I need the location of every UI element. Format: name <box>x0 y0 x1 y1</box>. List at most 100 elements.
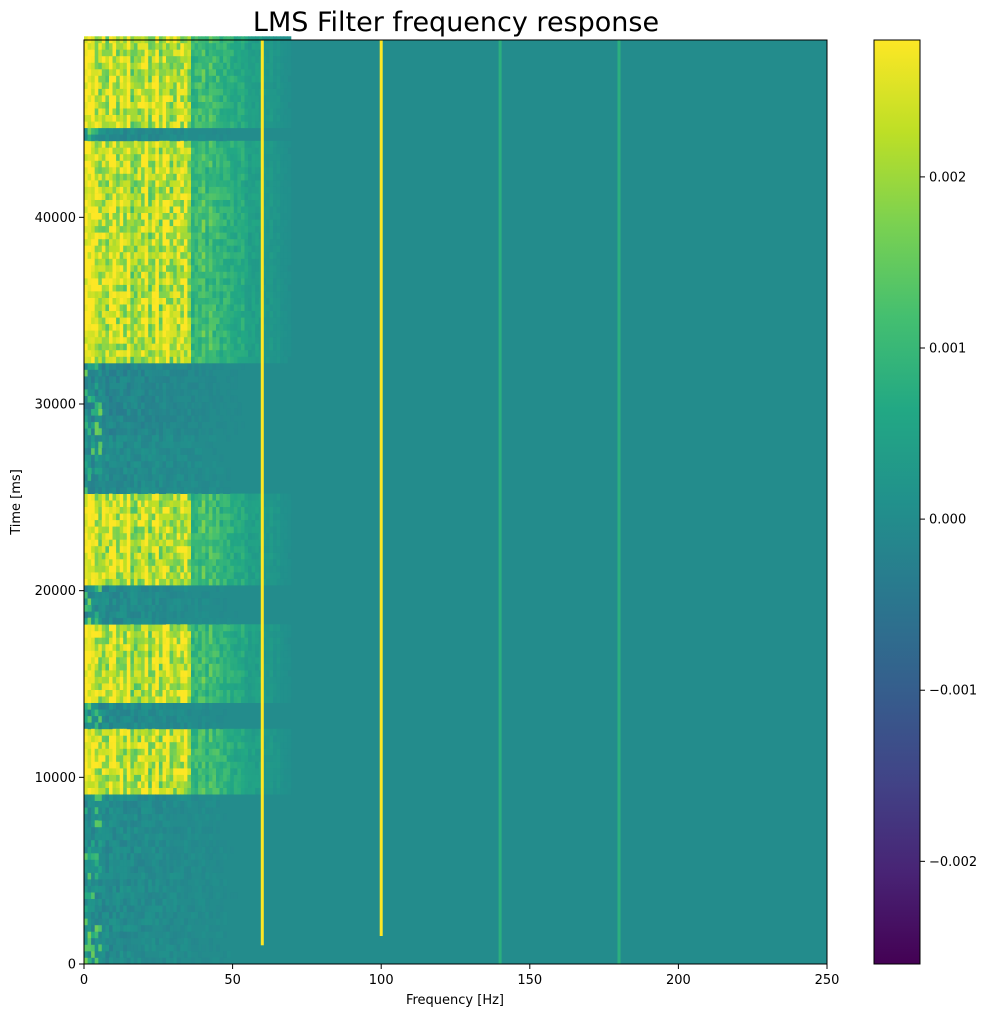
heatmap-cell <box>94 643 99 651</box>
heatmap-cell <box>133 663 138 671</box>
heatmap-cell <box>137 434 142 442</box>
heatmap-cell <box>169 480 174 488</box>
heatmap-cell <box>109 702 113 710</box>
heatmap-cell <box>216 147 220 155</box>
heatmap-cell <box>119 591 124 599</box>
heatmap-cell <box>219 42 224 50</box>
heatmap-cell <box>166 774 170 782</box>
heatmap-cell <box>162 800 167 808</box>
heatmap-cell <box>116 866 121 873</box>
heatmap-cell <box>198 349 203 357</box>
heatmap-cell <box>208 513 213 521</box>
heatmap-cell <box>84 245 88 253</box>
heatmap-cell <box>223 245 228 253</box>
heatmap-cell <box>151 558 156 566</box>
heatmap-cell <box>148 565 153 573</box>
heatmap-cell <box>173 852 178 860</box>
heatmap-cell <box>208 114 213 122</box>
heatmap-cell <box>87 735 92 743</box>
heatmap-cell <box>223 565 228 573</box>
heatmap-cell <box>158 356 163 364</box>
heatmap-cell <box>201 898 206 906</box>
heatmap-cell <box>116 500 121 507</box>
heatmap-cell <box>173 676 178 684</box>
heatmap-cell <box>180 114 185 122</box>
heatmap-cell <box>94 676 99 684</box>
heatmap-cell <box>216 624 220 632</box>
heatmap-cell <box>169 565 174 573</box>
heatmap-cell <box>144 68 149 76</box>
heatmap-cell <box>216 121 220 129</box>
heatmap-cell <box>84 147 88 155</box>
heatmap-cell <box>133 362 138 370</box>
heatmap-cell <box>98 872 103 880</box>
heatmap-cell <box>219 683 224 690</box>
heatmap-cell <box>162 924 167 932</box>
heatmap-cell <box>205 232 210 240</box>
heatmap-cell <box>219 336 224 344</box>
heatmap-cell <box>223 108 228 115</box>
heatmap-cell <box>98 376 103 383</box>
heatmap-cell <box>137 879 142 886</box>
heatmap-cell <box>216 643 220 651</box>
heatmap-cell <box>94 630 99 638</box>
heatmap-cell <box>158 474 163 481</box>
heatmap-cell <box>137 950 142 958</box>
heatmap-cell <box>105 82 110 89</box>
heatmap-cell <box>201 232 206 240</box>
heatmap-cell <box>119 232 124 240</box>
heatmap-cell <box>105 121 110 129</box>
heatmap-cell <box>176 68 181 76</box>
heatmap-cell <box>162 696 167 703</box>
heatmap-cell <box>137 650 142 658</box>
heatmap-cell <box>191 258 195 266</box>
heatmap-cell <box>191 937 195 945</box>
heatmap-cell <box>141 317 146 325</box>
heatmap-cell <box>105 402 110 409</box>
heatmap-cell <box>162 787 167 795</box>
heatmap-cell <box>162 768 167 775</box>
heatmap-cell <box>137 108 142 115</box>
heatmap-cell <box>194 480 199 488</box>
heatmap-cell <box>173 781 178 788</box>
heatmap-cell <box>205 539 210 547</box>
heatmap-cell <box>183 127 188 135</box>
heatmap-cell <box>84 879 88 886</box>
heatmap-cell <box>112 140 117 148</box>
heatmap-cell <box>130 820 135 828</box>
heatmap-cell <box>212 487 217 494</box>
heatmap-cell <box>94 408 99 416</box>
heatmap-cell <box>84 578 88 586</box>
heatmap-cell <box>212 722 217 730</box>
heatmap-cell <box>226 526 231 534</box>
heatmap-cell <box>198 735 203 743</box>
heatmap-cell <box>94 95 99 102</box>
heatmap-cell <box>101 572 106 579</box>
heatmap-cell <box>201 134 206 142</box>
heatmap-cell <box>105 598 110 605</box>
heatmap-cell <box>151 212 156 220</box>
heatmap-cell <box>141 62 146 70</box>
heatmap-cell <box>166 924 170 932</box>
heatmap-cell <box>133 480 138 488</box>
heatmap-cell <box>173 362 178 370</box>
heatmap-cell <box>123 905 128 913</box>
heatmap-cell <box>166 794 170 801</box>
heatmap-cell <box>126 166 131 174</box>
heatmap-cell <box>176 683 181 690</box>
heatmap-cell <box>141 532 146 540</box>
heatmap-cell <box>169 238 174 246</box>
heatmap-cell <box>133 696 138 703</box>
heatmap-cell <box>84 206 88 213</box>
heatmap-cell <box>84 225 88 233</box>
heatmap-cell <box>216 317 220 325</box>
heatmap-cell <box>109 656 113 664</box>
heatmap-cell <box>133 428 138 436</box>
heatmap-cell <box>101 545 106 553</box>
heatmap-cell <box>141 238 146 246</box>
heatmap-cell <box>212 68 217 76</box>
heatmap-cell <box>187 356 192 364</box>
heatmap-cell <box>183 918 188 926</box>
heatmap-cell <box>194 415 199 423</box>
heatmap-cell <box>176 343 181 351</box>
